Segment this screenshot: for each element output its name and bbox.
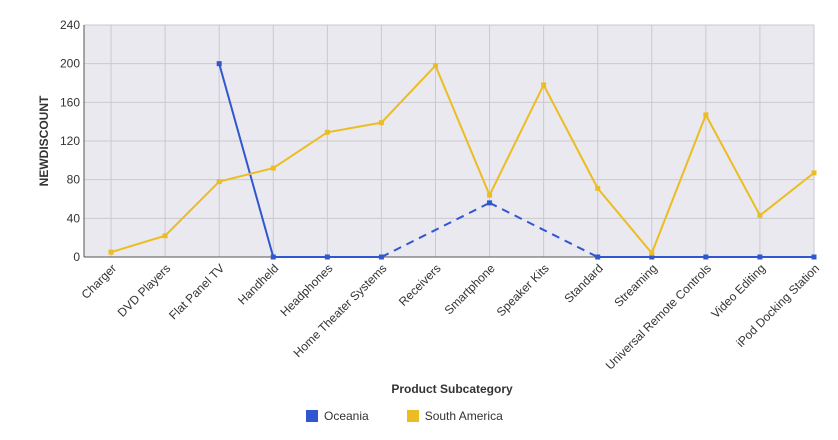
legend-item-south-america: South America <box>406 409 503 423</box>
legend-label-oceania: Oceania <box>324 409 369 423</box>
south-america-line-segment <box>272 131 328 169</box>
south-america-line-segment <box>218 167 274 183</box>
south-america-line-segment <box>488 84 545 196</box>
south-america-line-segment <box>759 172 815 217</box>
oceania-point-handheld <box>270 254 276 260</box>
legend: Oceania South America <box>306 409 503 423</box>
x-tick-label-handheld: Handheld <box>235 261 281 307</box>
oceania-point-streaming <box>649 254 655 260</box>
oceania-point-smartphone <box>487 200 493 206</box>
x-tick-label-standard: Standard <box>561 261 605 305</box>
south-america-line-segment <box>704 114 761 216</box>
y-tick-label: 200 <box>60 57 80 71</box>
south-america-point-ipod-docking-station <box>811 170 817 176</box>
oceania-point-ipod-docking-station <box>811 254 817 260</box>
x-tick-label-receivers: Receivers <box>396 261 444 309</box>
x-axis-title: Product Subcategory <box>391 382 513 396</box>
south-america-point-home-theater-systems <box>378 120 384 126</box>
x-tick-label-smartphone: Smartphone <box>442 261 498 317</box>
y-tick-label: 240 <box>60 18 80 32</box>
legend-swatch-south-america <box>406 410 419 422</box>
x-tick-label-flat-panel-tv: Flat Panel TV <box>166 261 227 322</box>
south-america-line-segment <box>650 114 707 254</box>
x-tick-label-dvd-players: DVD Players <box>115 261 173 319</box>
south-america-point-smartphone <box>487 192 493 198</box>
south-america-line-segment <box>542 84 599 189</box>
oceania-point-standard <box>595 254 601 260</box>
x-tick-label-speaker-kits: Speaker Kits <box>494 261 552 319</box>
south-america-point-receivers <box>432 63 438 69</box>
x-tick-label-video-editing: Video Editing <box>708 261 768 321</box>
legend-item-oceania: Oceania <box>306 409 369 423</box>
x-tick-label-charger: Charger <box>79 261 120 302</box>
x-tick-label-universal-remote-controls: Universal Remote Controls <box>603 261 714 372</box>
south-america-point-streaming <box>649 250 655 256</box>
oceania-point-home-theater-systems <box>378 254 384 260</box>
south-america-line-segment <box>380 64 437 124</box>
south-america-point-standard <box>595 185 601 191</box>
south-america-line-segment <box>434 65 491 196</box>
x-tick-label-headphones: Headphones <box>277 261 335 319</box>
oceania-interpolated-segment <box>489 201 599 258</box>
oceania-interpolated-segment <box>380 201 491 258</box>
south-america-line-segment <box>110 234 166 254</box>
y-tick-label: 120 <box>60 134 80 148</box>
south-america-point-charger <box>108 249 114 255</box>
south-america-point-video-editing <box>757 212 763 218</box>
y-tick-label: 80 <box>67 173 81 187</box>
oceania-line-segment <box>218 63 275 258</box>
x-tick-label-streaming: Streaming <box>611 261 660 310</box>
south-america-point-headphones <box>324 129 330 135</box>
oceania-point-headphones <box>324 254 330 260</box>
oceania-point-flat-panel-tv <box>216 61 222 67</box>
y-tick-label: 0 <box>73 250 80 264</box>
y-tick-label: 160 <box>60 95 80 109</box>
south-america-point-universal-remote-controls <box>703 112 709 118</box>
south-america-point-dvd-players <box>162 233 168 239</box>
oceania-point-universal-remote-controls <box>703 254 709 260</box>
x-tick-label-home-theater-systems: Home Theater Systems <box>291 261 390 360</box>
legend-swatch-oceania <box>306 410 318 422</box>
series-lines <box>108 61 817 260</box>
oceania-point-video-editing <box>757 254 763 260</box>
south-america-point-flat-panel-tv <box>216 179 222 185</box>
south-america-line-segment <box>327 121 382 134</box>
south-america-line-segment <box>164 180 220 237</box>
south-america-line-segment <box>596 187 653 254</box>
y-tick-label: 40 <box>67 211 81 225</box>
y-axis-title: NEWDISCOUNT <box>37 95 51 186</box>
south-america-point-speaker-kits <box>541 82 547 88</box>
legend-label-south-america: South America <box>424 409 503 423</box>
south-america-point-handheld <box>270 165 276 171</box>
